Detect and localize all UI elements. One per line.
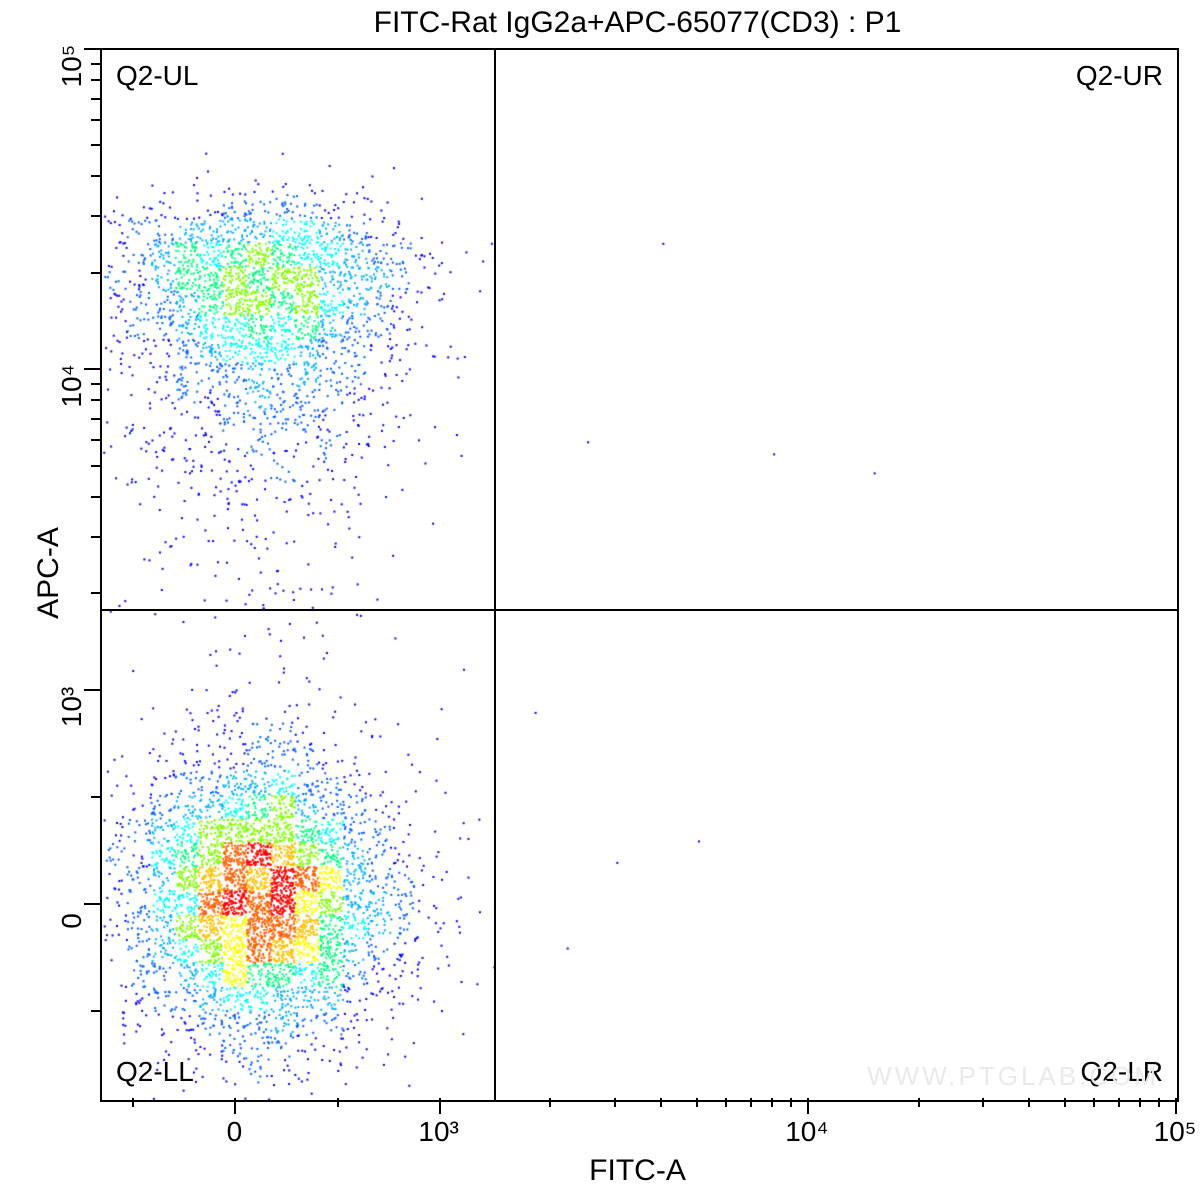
x-tick bbox=[807, 1098, 809, 1114]
watermark: WWW.PTGLAB.COM bbox=[867, 1061, 1159, 1092]
y-tick-label: 0 bbox=[56, 891, 88, 951]
y-tick bbox=[91, 465, 100, 467]
x-tick bbox=[1028, 1098, 1030, 1107]
plot-area: Q2-UL Q2-UR Q2-LL Q2-LR WWW.PTGLAB.COM bbox=[100, 48, 1179, 1102]
flow-cytometry-chart: FITC-Rat IgG2a+APC-65077(CD3) : P1 Q2-UL… bbox=[0, 0, 1200, 1203]
x-tick bbox=[234, 1098, 236, 1114]
x-tick bbox=[1175, 1098, 1177, 1114]
x-tick bbox=[1139, 1098, 1141, 1107]
scatter-canvas bbox=[102, 50, 1177, 1100]
x-tick bbox=[1064, 1098, 1066, 1107]
y-tick bbox=[91, 592, 100, 594]
y-tick bbox=[91, 536, 100, 538]
y-tick-label: 10³ bbox=[56, 677, 88, 737]
x-tick bbox=[771, 1098, 773, 1107]
y-tick-label: 10⁴ bbox=[56, 356, 88, 416]
y-tick bbox=[91, 79, 100, 81]
y-tick bbox=[91, 399, 100, 401]
x-tick-label: 10⁵ bbox=[1154, 1116, 1197, 1148]
x-tick bbox=[790, 1098, 792, 1107]
x-tick-label: 10³ bbox=[418, 1116, 458, 1148]
quadrant-label-ul: Q2-UL bbox=[116, 60, 198, 92]
y-tick-label: 10⁵ bbox=[56, 36, 88, 96]
quadrant-label-ur: Q2-UR bbox=[1076, 60, 1163, 92]
y-tick bbox=[91, 383, 100, 385]
chart-title: FITC-Rat IgG2a+APC-65077(CD3) : P1 bbox=[100, 6, 1175, 40]
x-tick bbox=[337, 1098, 339, 1107]
y-tick bbox=[91, 98, 100, 100]
y-tick bbox=[91, 439, 100, 441]
quadrant-label-ll: Q2-LL bbox=[116, 1056, 194, 1088]
x-tick bbox=[1093, 1098, 1095, 1107]
x-tick bbox=[132, 1098, 134, 1107]
x-tick bbox=[660, 1098, 662, 1107]
y-tick bbox=[91, 215, 100, 217]
x-tick bbox=[750, 1098, 752, 1107]
x-axis-label: FITC-A bbox=[100, 1154, 1175, 1188]
x-tick bbox=[439, 1098, 441, 1114]
y-axis-label: APC-A bbox=[32, 513, 66, 633]
x-tick bbox=[1158, 1098, 1160, 1107]
x-tick bbox=[614, 1098, 616, 1107]
x-tick-label: 10⁴ bbox=[785, 1116, 828, 1148]
y-tick bbox=[91, 119, 100, 121]
x-tick bbox=[696, 1098, 698, 1107]
y-tick bbox=[91, 175, 100, 177]
x-tick-label: 0 bbox=[227, 1116, 243, 1148]
x-tick bbox=[549, 1098, 551, 1107]
x-tick bbox=[918, 1098, 920, 1107]
y-tick bbox=[91, 796, 100, 798]
quadrant-line-horizontal bbox=[102, 609, 1177, 611]
y-tick bbox=[91, 496, 100, 498]
y-tick bbox=[91, 144, 100, 146]
x-tick bbox=[982, 1098, 984, 1107]
y-tick bbox=[91, 1010, 100, 1012]
y-tick bbox=[91, 418, 100, 420]
y-tick bbox=[91, 272, 100, 274]
quadrant-line-vertical bbox=[494, 50, 496, 1100]
y-tick bbox=[91, 63, 100, 65]
x-tick bbox=[1118, 1098, 1120, 1107]
x-tick bbox=[725, 1098, 727, 1107]
